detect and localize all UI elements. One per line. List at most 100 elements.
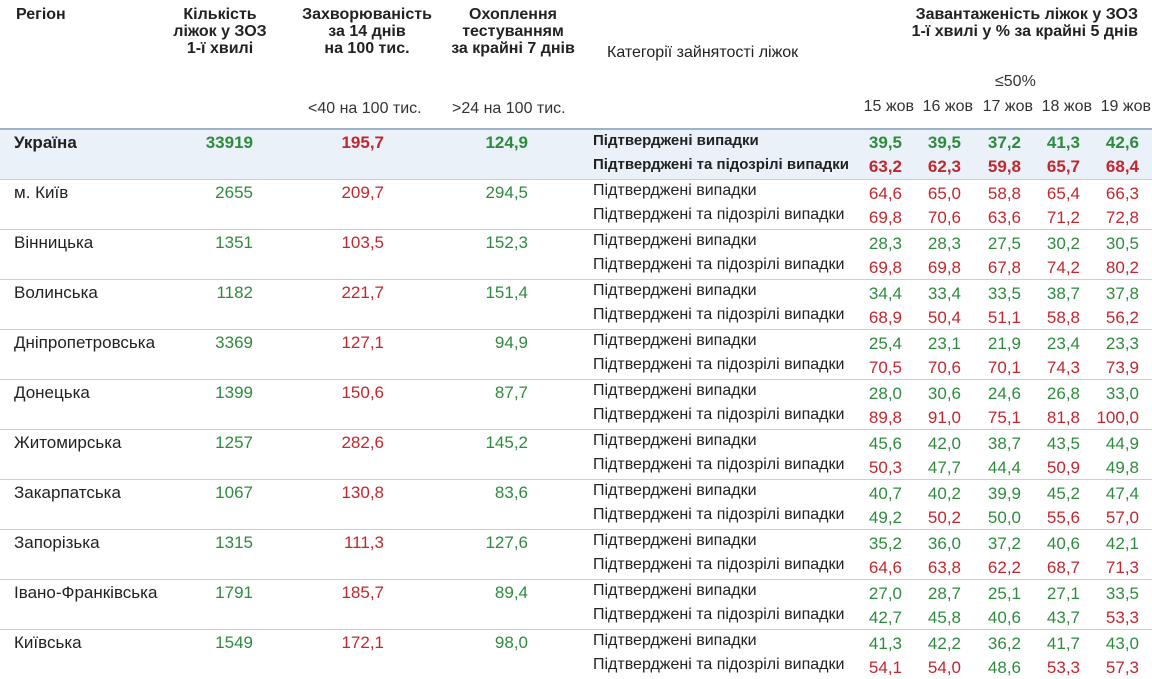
coverage-value: 294,5 <box>485 183 528 202</box>
date-header: 18 жов <box>1041 98 1092 115</box>
confirmed-value: 65,4 <box>1046 184 1080 203</box>
suspected-value: 50,2 <box>927 508 961 527</box>
confirmed-value: 38,7 <box>1046 284 1080 303</box>
table-row: Закарпатська 1067 130,8 83,6 Підтверджені ви… <box>0 479 1152 529</box>
coverage-value: 83,6 <box>494 483 528 502</box>
suspected-value: 50,3 <box>868 458 902 477</box>
region-name: Запорізька <box>14 533 100 552</box>
header-incidence-line: Захворюваність <box>302 6 432 23</box>
beds-count: 1549 <box>215 633 253 652</box>
header-incidence: Захворюваність за 14 днів на 100 тис. <box>292 6 442 57</box>
confirmed-value: 42,0 <box>927 434 961 453</box>
suspected-value: 63,8 <box>927 558 961 577</box>
suspected-value: 71,3 <box>1105 558 1139 577</box>
category-suspected: Підтверджені та підозрілі випадки <box>593 656 845 673</box>
confirmed-value: 24,6 <box>987 384 1021 403</box>
suspected-value: 51,1 <box>987 308 1021 327</box>
category-suspected: Підтверджені та підозрілі випадки <box>593 256 845 273</box>
confirmed-value: 66,3 <box>1105 184 1139 203</box>
confirmed-value: 33,5 <box>987 284 1021 303</box>
category-confirmed: Підтверджені випадки <box>593 432 757 449</box>
beds-count: 1257 <box>215 433 253 452</box>
category-confirmed: Підтверджені випадки <box>593 332 757 349</box>
category-suspected: Підтверджені та підозрілі випадки <box>593 306 845 323</box>
suspected-value: 40,6 <box>987 608 1021 627</box>
suspected-value: 69,8 <box>868 258 902 277</box>
suspected-value: 70,6 <box>927 208 961 227</box>
category-suspected: Підтверджені та підозрілі випадки <box>593 506 845 523</box>
suspected-value: 80,2 <box>1105 258 1139 277</box>
confirmed-value: 41,7 <box>1046 634 1080 653</box>
category-confirmed: Підтверджені випадки <box>593 132 759 149</box>
header-load: Завантаженість ліжок у ЗОЗ 1-ї хвилі у %… <box>880 6 1138 40</box>
suspected-value: 57,0 <box>1105 508 1139 527</box>
header-incidence-line: на 100 тис. <box>324 40 410 57</box>
suspected-value: 59,8 <box>987 157 1021 176</box>
confirmed-value: 28,7 <box>927 584 961 603</box>
suspected-value: 64,6 <box>868 558 902 577</box>
confirmed-value: 23,1 <box>927 334 961 353</box>
category-suspected: Підтверджені та підозрілі випадки <box>593 156 849 173</box>
suspected-value: 62,2 <box>987 558 1021 577</box>
confirmed-value: 39,9 <box>987 484 1021 503</box>
region-name: Житомирська <box>14 433 122 452</box>
header-beds-line: Кількість <box>183 6 257 23</box>
suspected-value: 47,7 <box>927 458 961 477</box>
confirmed-value: 23,3 <box>1105 334 1139 353</box>
category-confirmed: Підтверджені випадки <box>593 382 757 399</box>
beds-count: 1067 <box>215 483 253 502</box>
confirmed-value: 21,9 <box>987 334 1021 353</box>
confirmed-value: 39,5 <box>868 133 902 152</box>
table-row: Житомирська 1257 282,6 145,2 Підтверджені ви… <box>0 429 1152 479</box>
coverage-value: 94,9 <box>494 333 528 352</box>
header-beds: Кількість ліжок у ЗОЗ 1-ї хвилі <box>160 6 280 57</box>
suspected-value: 53,3 <box>1046 658 1080 677</box>
suspected-value: 72,8 <box>1105 208 1139 227</box>
table-row: Донецька 1399 150,6 87,7 Підтверджені випадк… <box>0 379 1152 429</box>
header-coverage-line: Охоплення <box>469 6 557 23</box>
beds-count: 1315 <box>215 533 253 552</box>
confirmed-value: 34,4 <box>868 284 902 303</box>
coverage-value: 98,0 <box>494 633 528 652</box>
table-row-ukraine: Україна 33919 195,7 124,9 Підтверджені в… <box>0 128 1152 179</box>
suspected-value: 48,6 <box>987 658 1021 677</box>
date-header: 15 жов <box>863 98 914 115</box>
data-table: Україна 33919 195,7 124,9 Підтверджені в… <box>0 128 1152 679</box>
beds-count: 1182 <box>216 283 253 302</box>
incidence-value: 150,6 <box>341 383 384 402</box>
confirmed-value: 37,8 <box>1105 284 1139 303</box>
coverage-value: 89,4 <box>494 583 528 602</box>
table-row: Запорізька 1315 111,3 127,6 Підтверджені вип… <box>0 529 1152 579</box>
confirmed-value: 36,2 <box>987 634 1021 653</box>
suspected-value: 81,8 <box>1046 408 1080 427</box>
confirmed-value: 23,4 <box>1046 334 1080 353</box>
incidence-value: 130,8 <box>341 483 384 502</box>
category-suspected: Підтверджені та підозрілі випадки <box>593 456 845 473</box>
incidence-value: 127,1 <box>341 333 384 352</box>
suspected-value: 74,2 <box>1046 258 1080 277</box>
suspected-value: 69,8 <box>927 258 961 277</box>
table-row: м. Київ 2655 209,7 294,5 Підтверджені випадк… <box>0 179 1152 229</box>
region-name: Донецька <box>14 383 90 402</box>
confirmed-value: 45,6 <box>868 434 902 453</box>
table-row: Дніпропетровська 3369 127,1 94,9 Підтверджен… <box>0 329 1152 379</box>
date-header: 19 жов <box>1100 98 1151 115</box>
confirmed-value: 47,4 <box>1105 484 1139 503</box>
header-load-line: 1-ї хвилі у % за крайні 5 днів <box>911 23 1138 40</box>
category-suspected: Підтверджені та підозрілі випадки <box>593 556 845 573</box>
confirmed-value: 64,6 <box>868 184 902 203</box>
beds-count: 2655 <box>215 183 253 202</box>
suspected-value: 50,9 <box>1046 458 1080 477</box>
beds-count: 33919 <box>205 133 253 152</box>
suspected-value: 75,1 <box>987 408 1021 427</box>
regions-list: м. Київ 2655 209,7 294,5 Підтверджені випадк… <box>0 179 1152 679</box>
incidence-value: 185,7 <box>341 583 384 602</box>
suspected-value: 70,5 <box>868 358 902 377</box>
suspected-value: 58,8 <box>1046 308 1080 327</box>
coverage-value: 127,6 <box>485 533 528 552</box>
beds-count: 3369 <box>215 333 253 352</box>
threshold-incidence: <40 на 100 тис. <box>308 100 422 117</box>
confirmed-value: 33,4 <box>927 284 961 303</box>
coverage-value: 152,3 <box>485 233 528 252</box>
confirmed-value: 30,6 <box>927 384 961 403</box>
